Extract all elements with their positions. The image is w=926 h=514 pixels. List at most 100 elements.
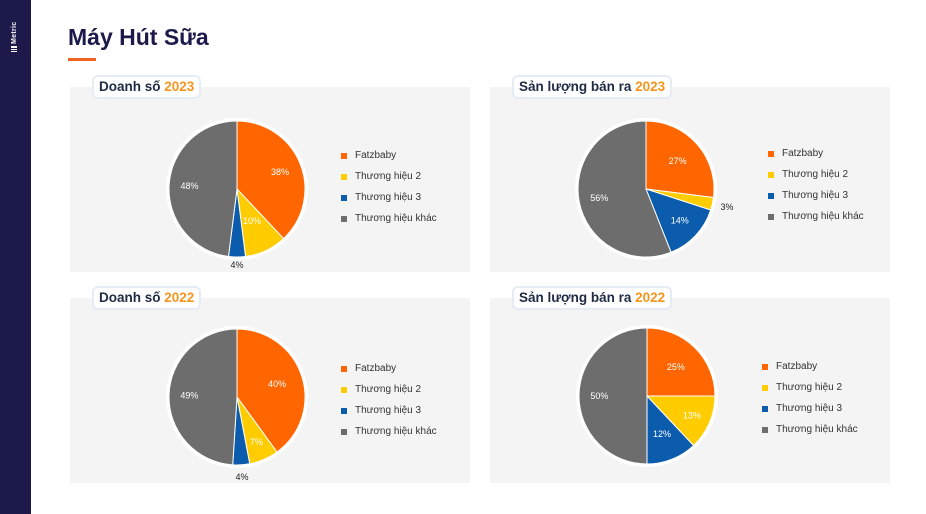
- legend-item: Thương hiệu 3: [762, 398, 858, 419]
- legend-label: Thương hiệu 3: [782, 190, 849, 201]
- side-bar: Metric: [0, 0, 31, 514]
- legend-swatch: [768, 192, 774, 199]
- chart-legend: Fatzbaby Thương hiệu 2 Thương hiệu 3 Thương…: [768, 143, 864, 227]
- legend-item: Thương hiệu 2: [768, 164, 864, 185]
- legend-label: Thương hiệu 3: [355, 192, 422, 203]
- legend-swatch: [341, 386, 347, 393]
- data-label: 10%: [243, 216, 261, 226]
- legend-swatch: [341, 194, 347, 201]
- legend-swatch: [341, 215, 347, 222]
- legend-item: Fatzbaby: [341, 145, 437, 166]
- legend-item: Thương hiệu 2: [341, 379, 437, 400]
- data-label: 48%: [180, 181, 198, 191]
- pie-slice-thuong-hieu-3: [645, 188, 712, 253]
- legend-label: Thương hiệu 2: [355, 384, 422, 395]
- legend-swatch: [341, 173, 347, 180]
- legend-swatch: [341, 428, 347, 435]
- data-label: 56%: [590, 193, 608, 203]
- data-label: 7%: [250, 437, 263, 447]
- pie-slice-thuong-hieu-khac: [168, 328, 238, 466]
- legend-item: Thương hiệu 3: [768, 185, 864, 206]
- legend-label: Fatzbaby: [782, 148, 824, 159]
- legend-swatch: [762, 384, 768, 391]
- chart-title: Sản lượng bán ra 2023: [514, 77, 671, 97]
- legend-swatch: [341, 365, 347, 372]
- pie-outline: [166, 118, 308, 260]
- legend-label: Thương hiệu khác: [355, 426, 437, 437]
- chart-legend: Fatzbaby Thương hiệu 2 Thương hiệu 3 Thương…: [341, 358, 437, 442]
- data-label: 14%: [671, 216, 689, 226]
- chart-title-prefix: Sản lượng bán ra: [519, 79, 632, 94]
- legend-swatch: [768, 171, 774, 178]
- chart-title-prefix: Doanh số: [99, 79, 161, 94]
- pie-slice-thuong-hieu-2: [645, 395, 716, 447]
- pie-slice-fatzbaby: [236, 120, 306, 240]
- legend-item: Thương hiệu khác: [762, 419, 858, 440]
- bar-chart-icon: [11, 46, 17, 52]
- chart-title-year: 2023: [164, 79, 195, 94]
- legend-swatch: [768, 213, 774, 220]
- legend-label: Fatzbaby: [776, 361, 818, 372]
- legend-label: Thương hiệu 2: [355, 171, 422, 182]
- chart-legend: Fatzbaby Thương hiệu 2 Thương hiệu 3 Thương…: [341, 145, 437, 229]
- chart-title: Sản lượng bán ra 2022: [514, 288, 671, 308]
- legend-swatch: [762, 426, 768, 433]
- data-label: 12%: [653, 429, 671, 439]
- page-title: Máy Hút Sữa: [68, 24, 209, 50]
- pie-chart-volume-2023: 27% 3% 14% 56%: [575, 118, 733, 260]
- legend-label: Thương hiệu khác: [355, 213, 437, 224]
- legend-label: Thương hiệu 2: [776, 382, 843, 393]
- legend-label: Thương hiệu khác: [782, 211, 864, 222]
- data-label: 13%: [683, 410, 701, 420]
- legend-item: Fatzbaby: [341, 358, 437, 379]
- title-underline: [68, 58, 96, 61]
- pie-slice-thuong-hieu-khac: [578, 327, 648, 465]
- legend-item: Thương hiệu 3: [341, 400, 437, 421]
- legend-swatch: [768, 150, 774, 157]
- data-label: 49%: [180, 391, 198, 401]
- legend-item: Fatzbaby: [768, 143, 864, 164]
- brand-name: Metric: [11, 21, 18, 44]
- pie-slice-fatzbaby: [646, 327, 716, 397]
- data-label: 50%: [590, 391, 608, 401]
- pie-slice-fatzbaby: [236, 328, 306, 453]
- pie-slice-thuong-hieu-khac: [577, 120, 672, 258]
- legend-item: Thương hiệu khác: [341, 421, 437, 442]
- data-label: 25%: [667, 362, 685, 372]
- chart-legend: Fatzbaby Thương hiệu 2 Thương hiệu 3 Thương…: [762, 356, 858, 440]
- legend-label: Thương hiệu 3: [355, 405, 422, 416]
- chart-title: Doanh số 2023: [94, 77, 200, 97]
- chart-title-prefix: Doanh số: [99, 290, 161, 305]
- legend-swatch: [762, 405, 768, 412]
- legend-swatch: [341, 407, 347, 414]
- data-label: 4%: [236, 472, 249, 482]
- pie-outline: [166, 326, 308, 468]
- pie-slice-thuong-hieu-khac: [168, 120, 238, 258]
- legend-label: Fatzbaby: [355, 363, 397, 374]
- chart-title-year: 2022: [635, 290, 666, 305]
- chart-title: Doanh số 2022: [94, 288, 200, 308]
- legend-label: Thương hiệu 2: [782, 169, 849, 180]
- legend-label: Fatzbaby: [355, 150, 397, 161]
- legend-item: Thương hiệu 2: [762, 377, 858, 398]
- legend-item: Thương hiệu 3: [341, 187, 437, 208]
- pie-chart-revenue-2023: 38% 10% 4% 48%: [166, 118, 308, 270]
- data-label: 3%: [720, 202, 733, 212]
- legend-swatch: [341, 152, 347, 159]
- pie-outline: [576, 325, 718, 467]
- pie-chart-revenue-2022: 40% 7% 4% 49%: [166, 326, 308, 482]
- pie-chart-volume-2022: 25% 13% 12% 50%: [576, 325, 718, 467]
- legend-item: Thương hiệu khác: [768, 206, 864, 227]
- brand-logo: Metric: [11, 22, 18, 52]
- chart-title-year: 2022: [164, 290, 195, 305]
- data-label: 27%: [669, 156, 687, 166]
- legend-label: Thương hiệu khác: [776, 424, 858, 435]
- data-label: 38%: [271, 167, 289, 177]
- legend-item: Thương hiệu 2: [341, 166, 437, 187]
- pie-slice-fatzbaby: [645, 120, 715, 199]
- chart-title-prefix: Sản lượng bán ra: [519, 290, 632, 305]
- legend-item: Fatzbaby: [762, 356, 858, 377]
- chart-title-year: 2023: [635, 79, 666, 94]
- data-label: 40%: [268, 379, 286, 389]
- pie-outline: [575, 118, 717, 260]
